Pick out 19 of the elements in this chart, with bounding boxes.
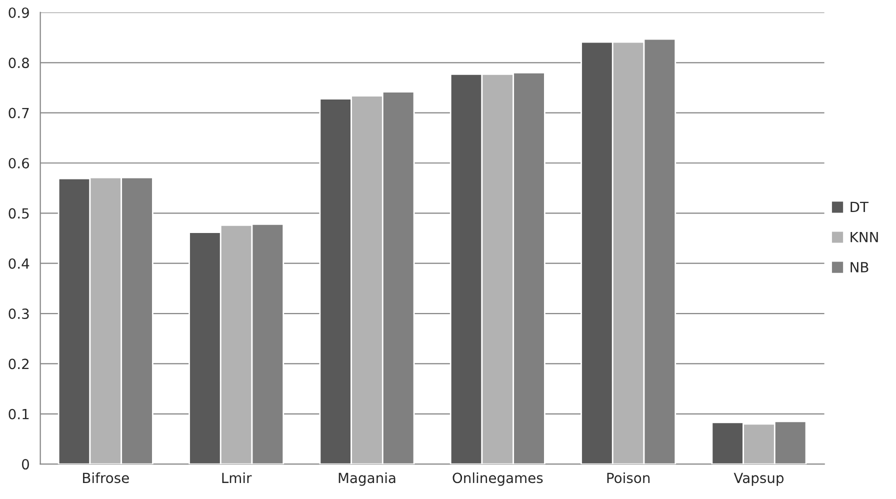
x-tick-label: Poison	[607, 472, 650, 484]
y-tick-label: 0.7	[8, 108, 29, 118]
y-tick-label: 0.4	[8, 258, 30, 269]
x-tick-label: Bifrose	[83, 472, 129, 484]
y-tick-label: 0.1	[8, 408, 29, 420]
y-tick-label: 0.9	[8, 7, 29, 18]
y-tick-label: 0.6	[8, 158, 30, 168]
y-tick-label: 0.2	[8, 358, 29, 370]
y-tick-label: 0.5	[8, 208, 29, 219]
x-tick-label: Vapsup	[734, 472, 784, 486]
y-tick-label: 0.8	[8, 58, 29, 68]
y-tick-label: 0.3	[8, 308, 29, 320]
x-tick-label: Lmir	[222, 472, 252, 483]
x-tick-label: Magania	[338, 472, 396, 486]
y-tick-label: 0	[22, 459, 29, 470]
legend-label: NB	[850, 262, 868, 272]
legend-label: DT	[850, 202, 869, 212]
legend-label: KNN	[850, 232, 878, 242]
x-tick-label: Onlinegames	[452, 472, 543, 486]
